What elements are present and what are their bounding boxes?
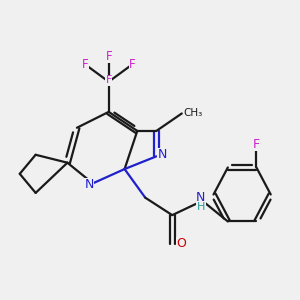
Text: N: N [84, 178, 94, 191]
Text: O: O [176, 237, 186, 250]
Text: CH₃: CH₃ [183, 109, 202, 118]
Text: H: H [196, 202, 205, 212]
Text: F: F [106, 75, 112, 85]
Text: N: N [158, 148, 167, 161]
Text: N: N [196, 191, 206, 204]
Text: F: F [82, 58, 88, 71]
Text: F: F [105, 50, 112, 63]
Text: F: F [129, 58, 136, 71]
Text: F: F [253, 138, 260, 151]
